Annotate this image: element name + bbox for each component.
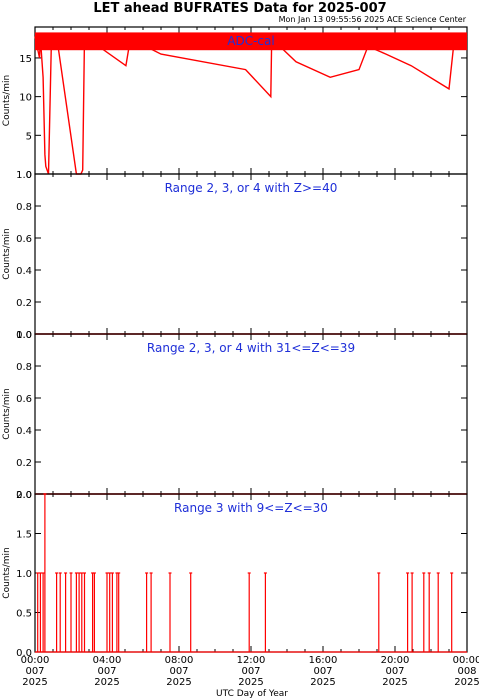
x-tick-label-doy: 007	[97, 666, 116, 677]
chart-title: LET ahead BUFRATES Data for 2025-007	[93, 1, 386, 16]
timestamp-label: Mon Jan 13 09:55:56 2025 ACE Science Cen…	[279, 15, 467, 24]
y-tick-label: 0.4	[16, 426, 32, 437]
panel-label: Range 2, 3, or 4 with 31<=Z<=39	[147, 341, 355, 355]
y-tick-label: 0.6	[16, 234, 32, 245]
y-tick-label: 1.0	[16, 170, 32, 181]
y-tick-label: 0.0	[16, 330, 32, 341]
y-tick-label: 0.6	[16, 394, 32, 405]
x-tick-label-time: 00:00	[453, 655, 479, 666]
y-tick-label: 0.5	[16, 609, 32, 620]
panel-frame	[34, 333, 468, 495]
y-axis-label: Counts/min	[2, 228, 12, 279]
panel-label: Range 3 with 9<=Z<=30	[174, 501, 328, 515]
y-tick-label: 0.2	[16, 458, 32, 469]
x-tick-label-year: 2025	[454, 677, 479, 688]
x-tick-label-year: 2025	[238, 677, 263, 688]
y-tick-label: 0.0	[16, 490, 32, 501]
y-tick-label: 0.4	[16, 266, 32, 277]
panel-4: 0.0 0.5 1.0 1.5 2.0 Counts/min Range 3 with 9<…	[2, 490, 468, 659]
x-tick-label-doy: 007	[241, 666, 260, 677]
x-tick-label-time: 08:00	[165, 655, 194, 666]
y-tick-label: 1.0	[16, 569, 32, 580]
x-tick-label-time: 04:00	[93, 655, 122, 666]
y-tick-label: 0.0	[16, 648, 32, 659]
y-axis-label: Counts/min	[2, 547, 12, 598]
y-tick-label: 1.5	[16, 530, 32, 541]
y-tick-label: 0.8	[16, 202, 32, 213]
x-axis-title: UTC Day of Year	[216, 689, 288, 699]
x-tick-label-year: 2025	[166, 677, 191, 688]
x-tick-label-year: 2025	[310, 677, 335, 688]
x-tick-label-doy: 007	[169, 666, 188, 677]
panel-frame	[34, 493, 468, 653]
panel-1: 0 5 10 15 Counts/min ADC-cal	[2, 26, 468, 181]
x-tick-label-doy: 008	[457, 666, 476, 677]
y-tick-label: 1.0	[16, 330, 32, 341]
panel-label: ADC-cal	[227, 34, 274, 48]
y-tick-label: 0.2	[16, 298, 32, 309]
panel-frame	[34, 173, 468, 335]
panel-label: Range 2, 3, or 4 with Z>=40	[165, 181, 338, 195]
x-tick-label-time: 00:00	[21, 655, 50, 666]
y-tick-label: 0.8	[16, 362, 32, 373]
y-axis-label: Counts/min	[2, 75, 12, 126]
x-tick-label-doy: 007	[385, 666, 404, 677]
y-tick-label: 0	[26, 170, 32, 181]
y-axis-label: Counts/min	[2, 388, 12, 439]
x-tick-label-time: 12:00	[237, 655, 266, 666]
x-tick-label-time: 16:00	[309, 655, 338, 666]
panel-2: 0.0 0.2 0.4 0.6 0.8 1.0 Counts/min Range 2, 3, …	[2, 170, 468, 341]
x-tick-label-doy: 007	[25, 666, 44, 677]
series-line	[34, 34, 468, 175]
x-tick-label-year: 2025	[22, 677, 47, 688]
panel-3: 0.0 0.2 0.4 0.6 0.8 1.0 Counts/min Range 2, 3, …	[2, 330, 468, 501]
y-tick-label: 10	[19, 93, 32, 104]
y-tick-label: 15	[19, 54, 32, 65]
y-tick-label: 2.0	[16, 490, 32, 501]
y-tick-label: 5	[26, 131, 32, 142]
x-tick-label-doy: 007	[313, 666, 332, 677]
x-tick-label-time: 20:00	[381, 655, 410, 666]
x-tick-label-year: 2025	[382, 677, 407, 688]
x-tick-label-year: 2025	[94, 677, 119, 688]
